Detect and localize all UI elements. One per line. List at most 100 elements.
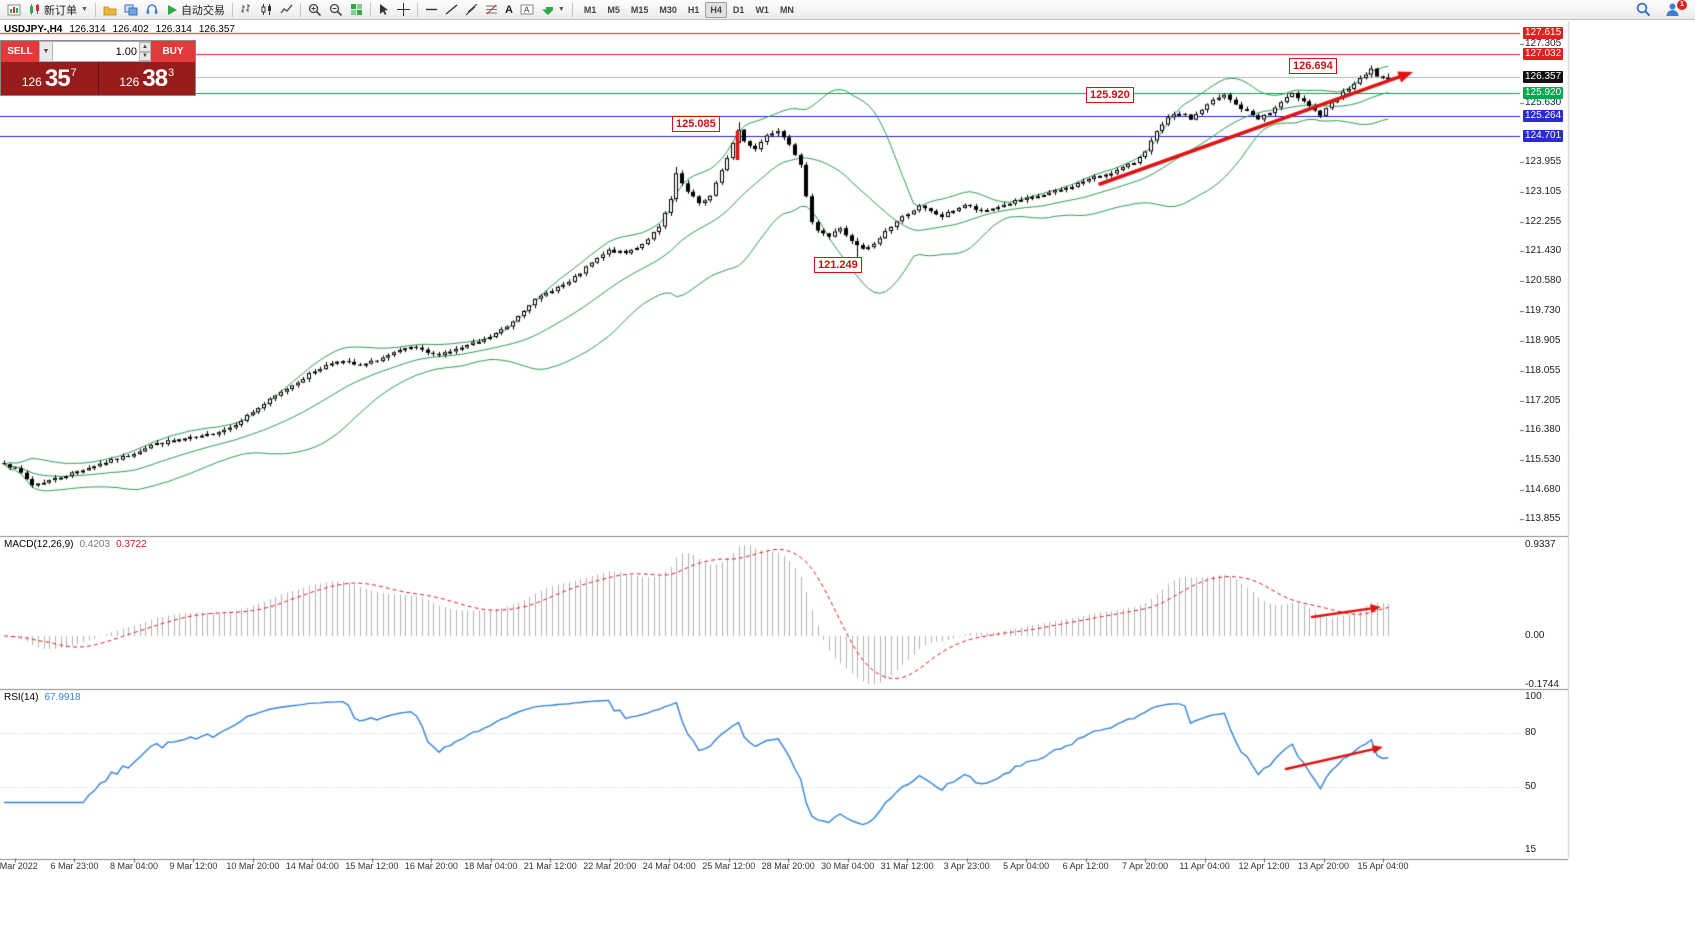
- price-callout[interactable]: 125.085: [672, 116, 720, 132]
- macd-signal-value: 0.3722: [116, 539, 147, 550]
- open-data-button[interactable]: [100, 1, 120, 19]
- price-level-label: 125.264: [1523, 110, 1564, 123]
- trade-prices-row: 126 35 7 126 38 3: [1, 62, 195, 95]
- hline-tool-button[interactable]: [422, 1, 441, 19]
- text-tool-button[interactable]: A: [502, 1, 516, 19]
- user-button[interactable]: 1: [1662, 0, 1687, 19]
- rsi-axis-label: 50: [1525, 781, 1537, 792]
- buy-price-base: 126: [119, 75, 140, 89]
- autotrade-label: 自动交易: [180, 4, 225, 17]
- open-value: 126.314: [69, 24, 106, 35]
- price-axis-label: 120.580: [1525, 275, 1562, 287]
- timeframe-bar: M1 M5 M15 M30 H1 H4 D1 W1 MN: [579, 1, 799, 18]
- search-button[interactable]: [1633, 1, 1654, 19]
- timeframe-button-H1[interactable]: H1: [683, 2, 705, 18]
- tile-windows-button[interactable]: [347, 1, 366, 19]
- trendline-tool-button[interactable]: [442, 1, 461, 19]
- close-value: 126.357: [198, 24, 235, 35]
- timeframe-button-D1[interactable]: D1: [728, 2, 750, 18]
- price-callout[interactable]: 121.249: [814, 257, 862, 273]
- time-axis-label: 15 Apr 04:00: [1357, 861, 1409, 871]
- price-axis-label: 118.055: [1525, 364, 1561, 376]
- notification-badge: 1: [1677, 0, 1687, 10]
- rsi-value: 67.9918: [44, 692, 81, 703]
- timeframe-button-MN[interactable]: MN: [775, 2, 799, 18]
- toolbar-separator: [416, 2, 418, 17]
- price-level-label: 127.615: [1523, 27, 1564, 39]
- chevron-down-icon: ▼: [81, 6, 88, 13]
- chart-window-button[interactable]: [4, 1, 24, 19]
- lot-size-input[interactable]: [53, 42, 139, 61]
- channel-tool-button[interactable]: [462, 1, 481, 19]
- candlestick-icon: [261, 4, 271, 15]
- price-callout[interactable]: 126.694: [1289, 58, 1337, 74]
- timeframe-button-M15[interactable]: M15: [626, 2, 654, 18]
- toolbar-separator: [299, 2, 301, 17]
- buy-button[interactable]: BUY: [151, 41, 195, 62]
- time-axis-label: 25 Mar 12:00: [702, 861, 756, 871]
- buy-price[interactable]: 126 38 3: [97, 62, 196, 95]
- new-order-button[interactable]: 新订单 ▼: [25, 1, 91, 19]
- candle-chart-type-button[interactable]: [257, 1, 276, 19]
- fibonacci-tool-button[interactable]: [482, 1, 501, 19]
- timeframe-button-M5[interactable]: M5: [602, 2, 625, 18]
- shapes-tool-button[interactable]: ▼: [538, 1, 568, 19]
- timeframe-button-M30[interactable]: M30: [654, 2, 682, 18]
- sell-button[interactable]: SELL: [1, 41, 39, 62]
- price-axis-label: 122.255: [1525, 216, 1562, 228]
- buy-price-pips: 38: [142, 64, 168, 92]
- price-callout[interactable]: 125.920: [1086, 87, 1134, 103]
- rsi-label: RSI(14): [4, 692, 39, 703]
- profiles-button[interactable]: [121, 1, 141, 19]
- toolbar-separator: [231, 2, 233, 17]
- zoom-out-button[interactable]: [326, 1, 346, 19]
- time-axis-label: 30 Mar 04:00: [821, 861, 875, 871]
- new-order-label: 新订单: [44, 4, 77, 17]
- rsi-header: RSI(14) 67.9918: [4, 692, 81, 703]
- time-axis-label: 5 Apr 04:00: [1003, 861, 1050, 871]
- lot-stepper: ▲ ▼: [139, 42, 151, 61]
- label-tool-button[interactable]: A: [517, 1, 537, 19]
- low-value: 126.314: [155, 24, 192, 35]
- timeframe-button-M1[interactable]: M1: [579, 2, 602, 18]
- price-axis-label: 114.680: [1525, 483, 1561, 495]
- timeframe-button-H4[interactable]: H4: [705, 1, 727, 18]
- autotrade-button[interactable]: 自动交易: [163, 1, 228, 19]
- chart-ohlc-header: USDJPY-,H4 126.314 126.402 126.314 126.3…: [4, 24, 235, 35]
- time-axis-label: 3 Apr 23:00: [943, 861, 990, 871]
- zoom-in-button[interactable]: [305, 1, 325, 19]
- time-axis-label: 8 Mar 04:00: [109, 861, 158, 871]
- price-axis-label: 123.105: [1525, 186, 1562, 198]
- toolbar-separator: [94, 2, 96, 17]
- crosshair-button[interactable]: [394, 1, 413, 19]
- user-icon: [1666, 3, 1679, 16]
- macd-header: MACD(12,26,9) 0.4203 0.3722: [4, 539, 147, 550]
- price-axis-label: 113.855: [1525, 513, 1561, 524]
- price-axis-label: 125.630: [1525, 97, 1562, 109]
- lot-decrease-button[interactable]: ▼: [139, 51, 151, 61]
- macd-label: MACD(12,26,9): [4, 539, 74, 550]
- tile-windows-icon: [350, 4, 362, 15]
- rsi-axis-label: 100: [1525, 691, 1542, 702]
- chevron-down-icon: ▼: [557, 6, 565, 13]
- one-click-trading-widget: SELL ▼ ▲ ▼ BUY 126 35 7 126 38 3: [0, 40, 196, 96]
- text-label-icon: A: [520, 4, 534, 15]
- terminal-button[interactable]: [142, 1, 162, 19]
- toolbar-separator: [369, 2, 371, 17]
- sell-price[interactable]: 126 35 7: [1, 62, 98, 95]
- price-axis-label: 119.730: [1525, 305, 1561, 317]
- time-axis-label: 15 Mar 12:00: [345, 861, 399, 871]
- bar-chart-type-button[interactable]: [237, 1, 256, 19]
- time-axis-label: 18 Mar 04:00: [464, 861, 518, 871]
- lot-increase-button[interactable]: ▲: [139, 42, 151, 52]
- macd-axis-label: 0.9337: [1525, 539, 1556, 550]
- cursor-button[interactable]: [375, 1, 393, 19]
- time-axis-label: 11 Apr 04:00: [1179, 861, 1230, 871]
- play-icon: [167, 4, 177, 15]
- lot-dropdown-button[interactable]: ▼: [39, 41, 53, 62]
- channel-icon: [465, 3, 478, 16]
- toolbar-separator: [571, 2, 573, 17]
- timeframe-button-W1[interactable]: W1: [750, 2, 774, 18]
- line-chart-type-button[interactable]: [277, 1, 296, 19]
